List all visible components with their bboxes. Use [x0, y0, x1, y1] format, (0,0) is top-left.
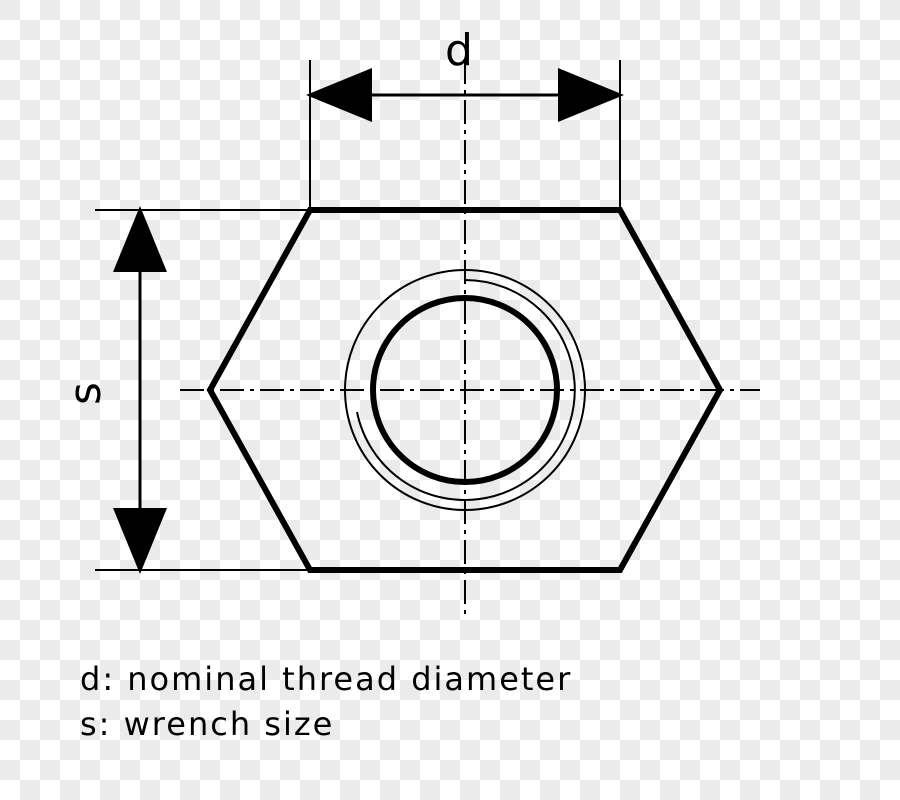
centerlines	[180, 60, 760, 620]
legend-line-d: d: nominal thread diameter	[80, 660, 572, 698]
dimension-d-label: d	[445, 25, 473, 76]
dimension-s-label: s	[60, 382, 111, 405]
diagram-stage: d s d: nom	[0, 0, 900, 800]
legend-line-s: s: wrench size	[80, 705, 334, 743]
